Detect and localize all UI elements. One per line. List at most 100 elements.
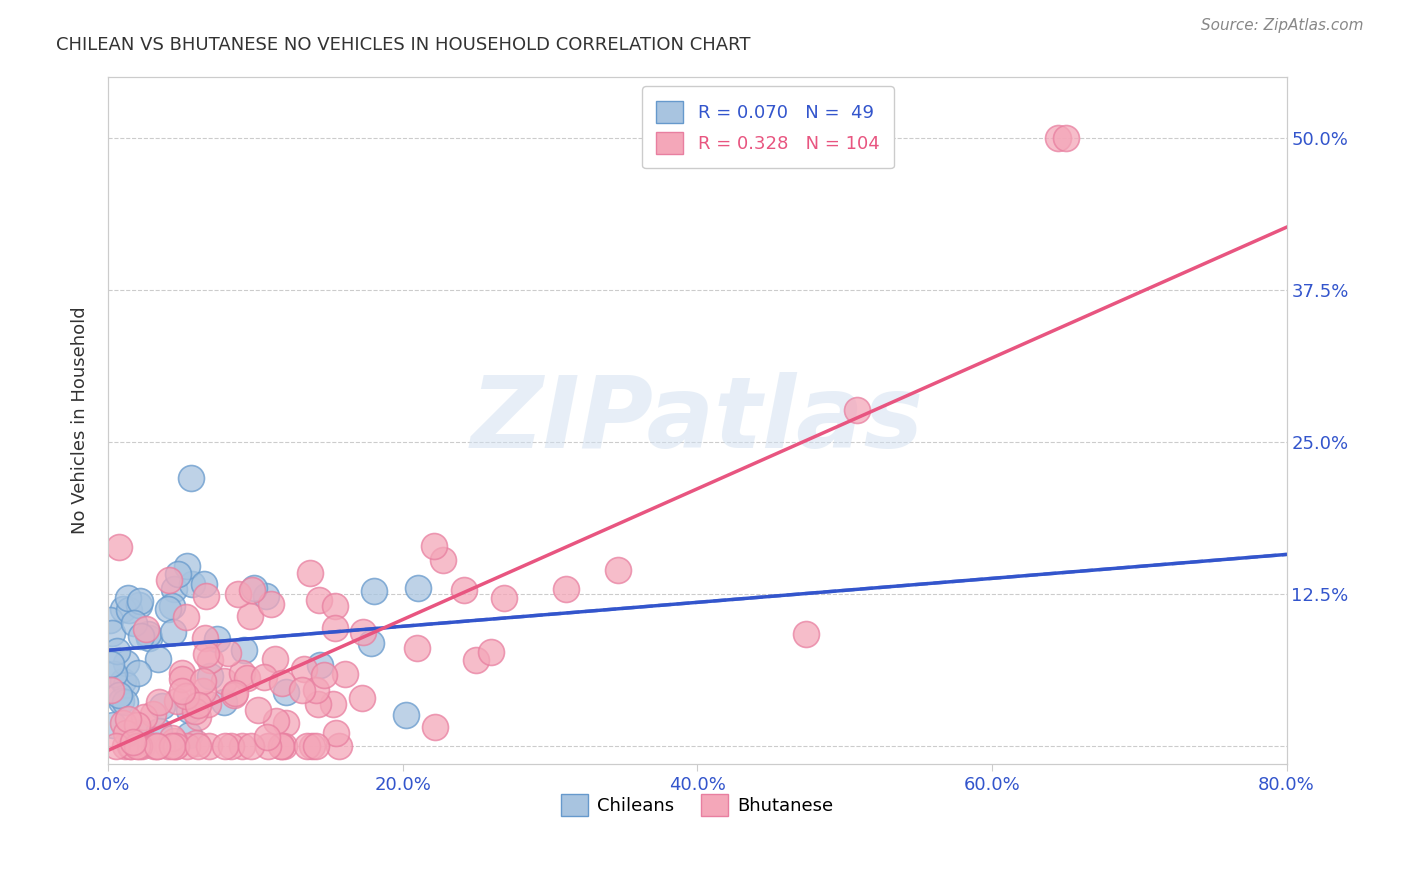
Bhutanese bbox=[125, 739, 148, 753]
Bhutanese bbox=[142, 739, 165, 753]
Chileans bbox=[180, 576, 202, 591]
Bhutanese bbox=[301, 739, 323, 753]
Bhutanese bbox=[132, 709, 155, 723]
Bhutanese bbox=[323, 621, 346, 635]
Chileans bbox=[162, 624, 184, 639]
Bhutanese bbox=[322, 698, 344, 712]
Bhutanese bbox=[492, 591, 515, 606]
Bhutanese bbox=[163, 734, 186, 748]
Bhutanese bbox=[312, 668, 335, 682]
Bhutanese bbox=[121, 734, 143, 748]
Bhutanese bbox=[195, 647, 218, 661]
Chileans bbox=[232, 642, 254, 657]
Bhutanese bbox=[135, 622, 157, 636]
Bhutanese bbox=[104, 739, 127, 753]
Bhutanese bbox=[195, 589, 218, 603]
Chileans bbox=[111, 602, 134, 616]
Chileans bbox=[129, 630, 152, 644]
Bhutanese bbox=[224, 685, 246, 699]
Bhutanese bbox=[197, 697, 219, 711]
Bhutanese bbox=[193, 673, 215, 688]
Chileans bbox=[105, 643, 128, 657]
Chileans bbox=[136, 627, 159, 641]
Bhutanese bbox=[165, 739, 187, 753]
Chileans bbox=[117, 591, 139, 605]
Bhutanese bbox=[187, 710, 209, 724]
Bhutanese bbox=[191, 683, 214, 698]
Chileans bbox=[108, 688, 131, 702]
Bhutanese bbox=[406, 641, 429, 656]
Bhutanese bbox=[796, 627, 818, 641]
Bhutanese bbox=[118, 739, 141, 753]
Bhutanese bbox=[479, 645, 502, 659]
Bhutanese bbox=[142, 706, 165, 721]
Chileans bbox=[100, 657, 122, 671]
Bhutanese bbox=[100, 682, 122, 697]
Bhutanese bbox=[231, 665, 253, 680]
Bhutanese bbox=[162, 739, 184, 753]
Chileans bbox=[124, 616, 146, 631]
Chileans bbox=[163, 582, 186, 596]
Chileans bbox=[111, 673, 134, 688]
Chileans bbox=[360, 635, 382, 649]
Bhutanese bbox=[325, 725, 347, 739]
Chileans bbox=[138, 631, 160, 645]
Chileans bbox=[243, 581, 266, 595]
Bhutanese bbox=[555, 582, 578, 596]
Bhutanese bbox=[172, 665, 194, 680]
Chileans bbox=[115, 678, 138, 692]
Chileans bbox=[254, 589, 277, 603]
Bhutanese bbox=[174, 610, 197, 624]
Bhutanese bbox=[197, 739, 219, 753]
Text: Source: ZipAtlas.com: Source: ZipAtlas.com bbox=[1201, 18, 1364, 33]
Chileans bbox=[146, 652, 169, 666]
Bhutanese bbox=[305, 739, 328, 753]
Bhutanese bbox=[291, 683, 314, 698]
Bhutanese bbox=[1054, 131, 1077, 145]
Bhutanese bbox=[273, 739, 295, 753]
Bhutanese bbox=[253, 670, 276, 684]
Bhutanese bbox=[307, 697, 329, 711]
Bhutanese bbox=[239, 739, 262, 753]
Chileans bbox=[118, 603, 141, 617]
Chileans bbox=[179, 703, 201, 717]
Chileans bbox=[167, 566, 190, 581]
Chileans bbox=[176, 559, 198, 574]
Bhutanese bbox=[114, 739, 136, 753]
Bhutanese bbox=[240, 583, 263, 598]
Bhutanese bbox=[323, 599, 346, 613]
Chileans bbox=[157, 601, 180, 615]
Bhutanese bbox=[271, 676, 294, 690]
Bhutanese bbox=[174, 689, 197, 703]
Bhutanese bbox=[145, 739, 167, 753]
Bhutanese bbox=[117, 712, 139, 726]
Bhutanese bbox=[231, 739, 253, 753]
Chileans bbox=[148, 724, 170, 739]
Bhutanese bbox=[172, 672, 194, 686]
Bhutanese bbox=[187, 739, 209, 753]
Bhutanese bbox=[108, 540, 131, 554]
Chileans bbox=[103, 666, 125, 681]
Chileans bbox=[127, 666, 149, 681]
Bhutanese bbox=[226, 587, 249, 601]
Bhutanese bbox=[1046, 131, 1069, 145]
Chileans bbox=[177, 728, 200, 742]
Bhutanese bbox=[607, 563, 630, 577]
Chileans bbox=[128, 598, 150, 612]
Chileans bbox=[98, 613, 121, 627]
Bhutanese bbox=[146, 739, 169, 753]
Bhutanese bbox=[295, 739, 318, 753]
Chileans bbox=[363, 584, 385, 599]
Bhutanese bbox=[465, 652, 488, 666]
Chileans bbox=[110, 693, 132, 707]
Bhutanese bbox=[148, 695, 170, 709]
Bhutanese bbox=[432, 553, 454, 567]
Bhutanese bbox=[256, 739, 278, 753]
Bhutanese bbox=[274, 716, 297, 731]
Chileans bbox=[129, 726, 152, 740]
Bhutanese bbox=[194, 632, 217, 646]
Chileans bbox=[129, 594, 152, 608]
Bhutanese bbox=[159, 573, 181, 587]
Bhutanese bbox=[187, 698, 209, 713]
Bhutanese bbox=[299, 566, 322, 581]
